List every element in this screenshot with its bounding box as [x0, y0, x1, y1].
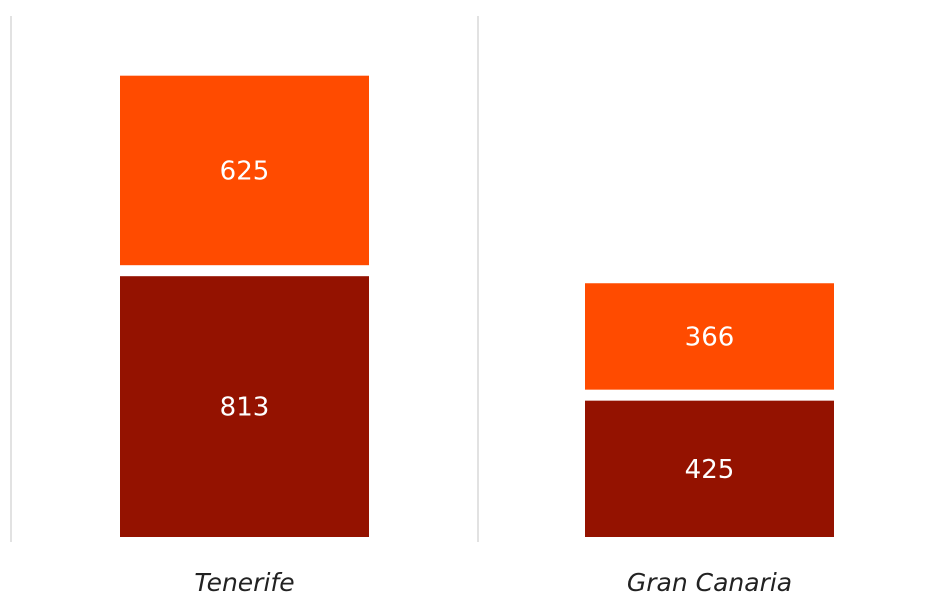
- bars-group: [120, 75, 834, 537]
- bar-segment-tenerife-1: [120, 276, 369, 537]
- category-label-tenerife: Tenerife: [194, 568, 294, 597]
- bar-segment-gran-canaria-2: [585, 283, 834, 390]
- category-separators: [10, 16, 479, 542]
- data-label-tenerife-2: 625: [220, 156, 270, 186]
- data-labels-group: 813 625 425 366: [220, 156, 735, 484]
- data-label-gran-canaria-2: 366: [685, 322, 735, 352]
- bar-segment-tenerife-2: [120, 75, 369, 266]
- data-label-gran-canaria-1: 425: [685, 455, 735, 485]
- data-label-tenerife-1: 813: [220, 393, 270, 423]
- category-label-gran-canaria: Gran Canaria: [627, 568, 792, 597]
- bar-segment-gran-canaria-1: [585, 400, 834, 537]
- category-labels-group: Tenerife Gran Canaria: [194, 568, 792, 597]
